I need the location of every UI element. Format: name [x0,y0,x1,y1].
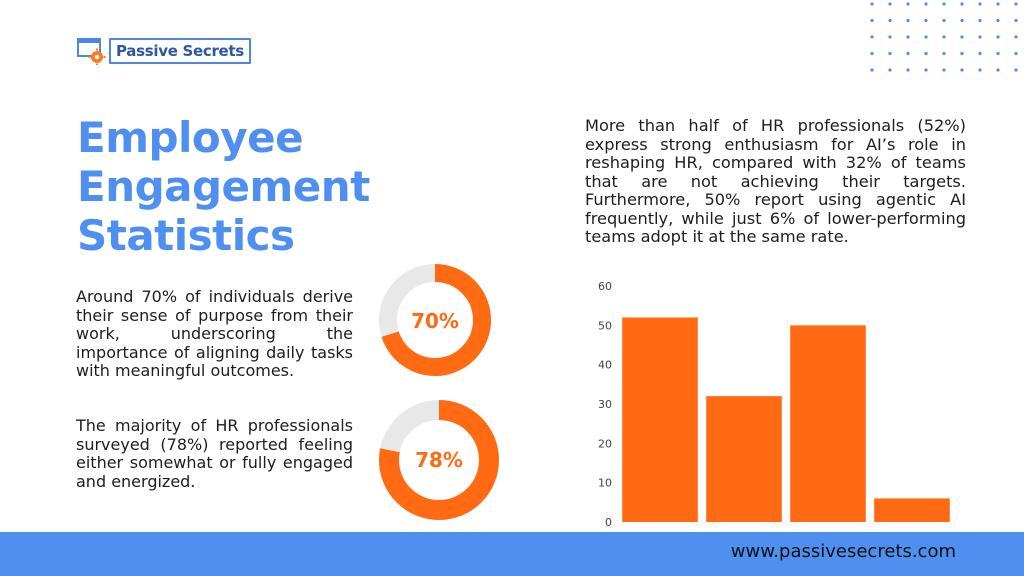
title-line: Engagement [77,162,370,211]
decoration-dot [906,68,910,72]
stat-paragraph-ai: More than half of HR professionals (52%)… [585,116,966,246]
bar [706,396,782,522]
bar [790,325,866,522]
decoration-dot [870,18,874,23]
donut-chart-70: 70% [379,264,491,376]
decoration-dot [1014,18,1018,23]
decoration-dot [960,18,964,23]
y-tick-label: 50 [598,319,612,332]
decoration-dot [942,2,946,6]
decoration-dot [906,18,910,23]
decoration-dot [924,51,928,56]
decoration-dot [996,68,1000,72]
stat-paragraph-engagement: The majority of HR professionals surveye… [76,416,353,491]
bar [622,317,698,522]
title-line: Employee [77,113,304,162]
decoration-dot [870,68,874,72]
decoration-dot [996,2,1000,6]
logo-icon [77,37,107,65]
decoration-dot [1014,2,1018,6]
decoration-dot [924,18,928,23]
decoration-dot [960,68,964,72]
decoration-dot [996,51,1000,56]
y-tick-label: 0 [605,516,612,529]
y-tick-label: 40 [598,359,612,372]
decoration-dot [942,35,946,39]
brand-name: Passive Secrets [109,38,251,64]
bar [874,498,950,522]
logo[interactable]: Passive Secrets [77,37,251,65]
decoration-dot [960,2,964,6]
decoration-dot [1014,51,1018,56]
decoration-dot [978,68,982,72]
bar-chart: 0 10 20 30 40 50 60 [598,280,950,529]
decoration-dot [924,2,928,6]
decoration-dot [960,51,964,56]
footer-url[interactable]: www.passivesecrets.com [730,541,956,562]
donut-label-78: 78% [415,448,463,472]
decoration-dot [1014,68,1018,72]
decoration-dot [924,68,928,72]
y-tick-label: 60 [598,280,612,293]
page-title: Employee Engagement Statistics [77,113,370,260]
decoration-dot [888,51,892,56]
decoration-dot [978,51,982,56]
decoration-dot [978,35,982,39]
donut-chart-78: 78% [379,400,499,520]
decoration-dot [906,2,910,6]
donut-arc-78 [379,400,499,520]
decoration-dot [870,2,874,6]
decoration-dot [888,68,892,72]
decoration-dot [996,18,1000,23]
y-tick-label: 10 [598,477,612,490]
donut-arc-70 [379,264,491,376]
stat-paragraph-purpose: Around 70% of individuals derive their s… [76,287,353,380]
decoration-dot [978,18,982,23]
footer-bar: www.passivesecrets.com [0,532,1024,576]
decoration-dot [888,18,892,23]
decoration-dot [906,35,910,39]
donut-label-70: 70% [411,309,459,333]
decoration-dot [870,35,874,39]
decoration-dot [960,35,964,39]
decoration-dot [942,68,946,72]
decoration-dot [888,2,892,6]
y-tick-label: 30 [598,398,612,411]
decoration-dot [996,35,1000,39]
y-tick-label: 20 [598,437,612,450]
dot-grid-decoration [870,2,1018,72]
decoration-dot [870,51,874,56]
title-line: Statistics [77,211,295,260]
decoration-dot [978,2,982,6]
decoration-dot [906,51,910,56]
decoration-dot [942,18,946,23]
decoration-dot [942,51,946,56]
decoration-dot [888,35,892,39]
decoration-dot [924,35,928,39]
decoration-dot [1014,35,1018,39]
